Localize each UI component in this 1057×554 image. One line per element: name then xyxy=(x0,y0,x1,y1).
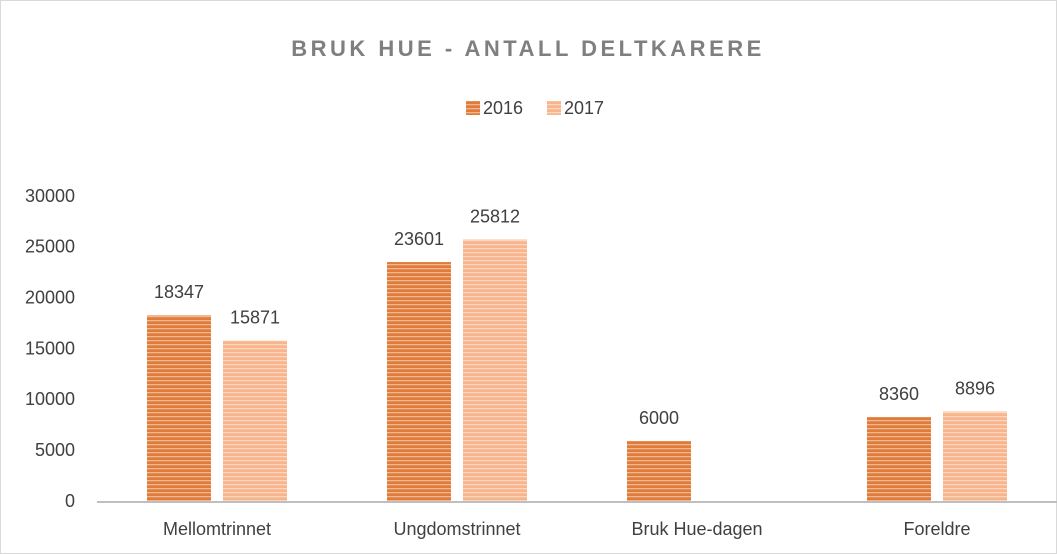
legend-swatch xyxy=(547,101,561,115)
y-tick-label: 5000 xyxy=(35,440,75,460)
x-tick-label: Mellomtrinnet xyxy=(163,519,271,539)
legend-swatch xyxy=(466,101,480,115)
y-tick-label: 20000 xyxy=(25,287,75,307)
legend-label: 2017 xyxy=(564,98,604,118)
bar xyxy=(223,340,287,502)
bar xyxy=(867,417,931,502)
data-label: 8896 xyxy=(955,378,995,398)
x-tick-label: Foreldre xyxy=(903,519,970,539)
data-label: 25812 xyxy=(470,206,520,226)
bar xyxy=(463,239,527,502)
x-tick-label: Bruk Hue-dagen xyxy=(631,519,762,539)
data-label: 8360 xyxy=(879,384,919,404)
y-tick-label: 30000 xyxy=(25,186,75,206)
y-tick-label: 25000 xyxy=(25,237,75,257)
bar xyxy=(627,441,691,502)
data-label: 6000 xyxy=(639,408,679,428)
data-label: 18347 xyxy=(154,282,204,302)
data-label: 15871 xyxy=(230,307,280,327)
bar xyxy=(387,262,451,502)
bar xyxy=(943,411,1007,502)
y-tick-label: 10000 xyxy=(25,389,75,409)
y-tick-label: 0 xyxy=(65,491,75,511)
legend-label: 2016 xyxy=(483,98,523,118)
data-label: 23601 xyxy=(394,229,444,249)
bar xyxy=(147,315,211,502)
chart-title: BRUK HUE - ANTALL DELTKARERE xyxy=(291,36,765,61)
y-tick-label: 15000 xyxy=(25,338,75,358)
x-tick-label: Ungdomstrinnet xyxy=(393,519,520,539)
